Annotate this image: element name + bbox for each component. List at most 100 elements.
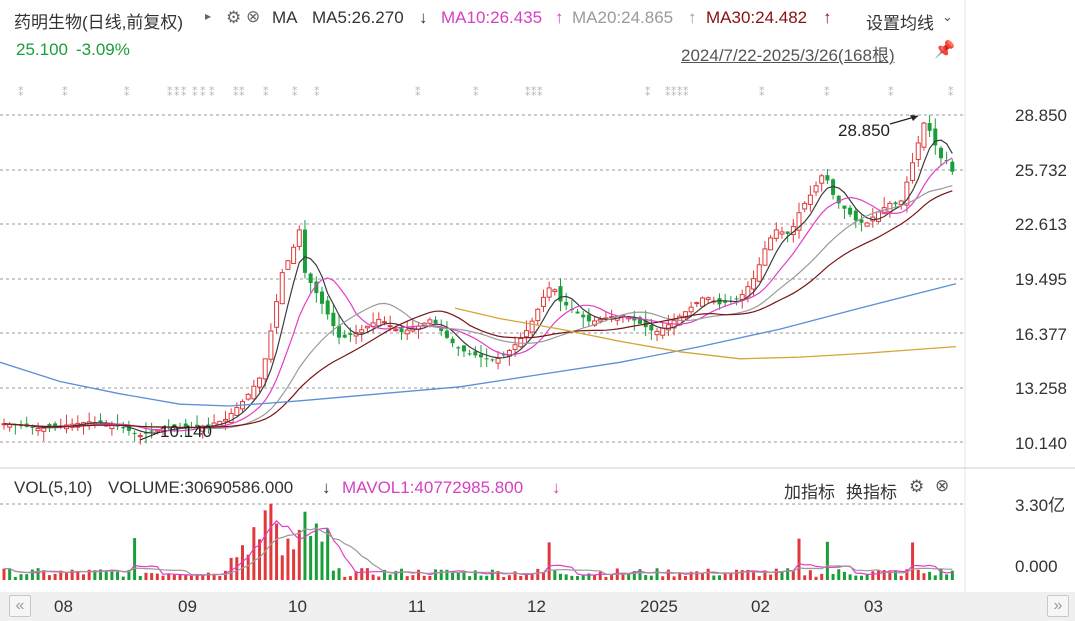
- gear-icon[interactable]: ⚙: [226, 8, 242, 27]
- event-marker-icon: ⁑: [200, 86, 206, 99]
- event-marker-icon: ⁑: [759, 86, 765, 99]
- candle-body: [109, 425, 115, 430]
- volume-bar: [808, 570, 812, 580]
- expand-arrow-icon[interactable]: ▸: [205, 9, 212, 23]
- candle-body: [586, 314, 591, 322]
- candle-body: [279, 272, 285, 305]
- pin-icon[interactable]: 📌: [934, 40, 956, 59]
- stock-title[interactable]: 药明生物(日线,前复权): [14, 13, 184, 32]
- candle-body: [479, 354, 483, 358]
- chevron-down-icon[interactable]: ⌄: [942, 9, 953, 24]
- volume-bar: [292, 549, 296, 580]
- volume-bar: [598, 571, 602, 580]
- candle-body: [450, 338, 455, 344]
- ma20-line: [3, 185, 953, 430]
- low-price-label: 10.140: [160, 422, 212, 441]
- volume-bar: [496, 570, 500, 580]
- volume-bar: [25, 574, 29, 580]
- scroll-left-button[interactable]: «: [9, 595, 31, 617]
- ma-long-blue-line: [0, 283, 957, 407]
- volume-bar: [780, 571, 784, 580]
- event-marker-icon: ⁑: [415, 86, 421, 99]
- volume-bar: [894, 570, 898, 580]
- price-tick: 28.850: [1015, 106, 1067, 125]
- price-tick: 16.377: [1015, 325, 1067, 344]
- volume-bar: [820, 573, 824, 580]
- volume-bar: [752, 570, 756, 580]
- add-indicator-button[interactable]: 加指标: [784, 483, 835, 502]
- event-marker-icon: ⁑: [167, 86, 173, 99]
- volume-bar: [428, 575, 432, 580]
- candle-body: [195, 424, 200, 428]
- volume-bar: [360, 568, 364, 580]
- candle-body: [632, 317, 637, 321]
- volume-bar: [439, 569, 443, 580]
- candle-body: [35, 427, 41, 432]
- volume-bar: [241, 545, 244, 580]
- volume-bar: [30, 569, 34, 580]
- event-marker-icon: ⁑: [537, 86, 543, 99]
- volume-bar: [331, 570, 335, 580]
- candle-body: [819, 175, 825, 184]
- volume-bar: [348, 576, 352, 580]
- candle-body: [779, 231, 785, 235]
- volume-bar: [343, 576, 347, 580]
- candle-body: [927, 123, 932, 131]
- volume-bar: [144, 572, 148, 580]
- time-axis-bar: « 08 09 10 11 12 2025 02 03 »: [0, 592, 1075, 621]
- candle-body: [461, 345, 466, 352]
- volume-bar: [888, 570, 892, 580]
- candle-body: [853, 210, 858, 221]
- candle-body: [149, 430, 154, 432]
- candle-body: [126, 425, 131, 431]
- candle-body: [399, 328, 404, 333]
- candle-body: [739, 294, 745, 300]
- event-marker-icon: ⁑: [525, 86, 531, 99]
- candle-body: [564, 301, 569, 306]
- ma5-arrow-icon: ↓: [419, 8, 428, 27]
- candle-body: [222, 418, 228, 422]
- candle-body: [699, 297, 705, 307]
- volume-bar: [593, 574, 597, 580]
- ma30-arrow-icon: ↑: [823, 8, 832, 27]
- volume-bar: [490, 569, 494, 580]
- scroll-right-button[interactable]: »: [1047, 595, 1069, 617]
- candle-body: [206, 424, 211, 426]
- volume-bar: [189, 575, 193, 580]
- candle-body: [813, 185, 819, 193]
- volume-bar: [757, 576, 761, 580]
- switch-indicator-button[interactable]: 换指标: [846, 483, 897, 502]
- volume-bar: [172, 574, 176, 580]
- set-ma-button[interactable]: 设置均线: [866, 14, 934, 33]
- volume-bar: [786, 568, 790, 580]
- gear-icon[interactable]: ⚙: [909, 477, 925, 496]
- volume-bar: [258, 539, 262, 580]
- chart-canvas[interactable]: ⁑ ⁑ ⁑ ⁑ ⁑ ⁑ ⁑ ⁑ ⁑ ⁑ ⁑ ⁑ ⁑ ⁑ ⁑ ⁑ ⁑ ⁑ ⁑ ⁑ ⁑ ⁑ ⁑ ⁑ ⁑ ⁑ ⁑ ⁑ 28.850 10.1…: [0, 0, 1075, 592]
- candle-body: [444, 330, 449, 338]
- candle-body: [887, 202, 893, 213]
- volume-bar: [229, 557, 233, 580]
- ma20-value: MA20:24.865: [572, 8, 674, 27]
- candle-body: [7, 424, 13, 428]
- candle-body: [785, 231, 790, 234]
- volume-bar: [524, 574, 528, 580]
- candle-body: [456, 347, 461, 349]
- close-icon[interactable]: ⊗: [935, 476, 950, 495]
- candle-body: [484, 358, 489, 360]
- candle-body: [876, 211, 881, 222]
- candle-body: [688, 306, 694, 313]
- volume-bar: [445, 569, 449, 580]
- volume-bar: [59, 570, 63, 580]
- volume-bar: [842, 571, 846, 580]
- ma30-value: MA30:24.482: [706, 8, 808, 27]
- candle-body: [308, 273, 313, 284]
- candle-body: [638, 317, 642, 324]
- volume-bar: [513, 571, 517, 580]
- candle-body: [802, 202, 808, 210]
- candle-body: [439, 327, 444, 332]
- date-range[interactable]: 2024/7/22-2025/3/26(168根): [681, 46, 895, 65]
- volume-bar: [121, 576, 125, 580]
- close-icon[interactable]: ⊗: [246, 7, 261, 26]
- candle-body: [848, 207, 853, 215]
- ma10-arrow-icon: ↑: [555, 8, 564, 27]
